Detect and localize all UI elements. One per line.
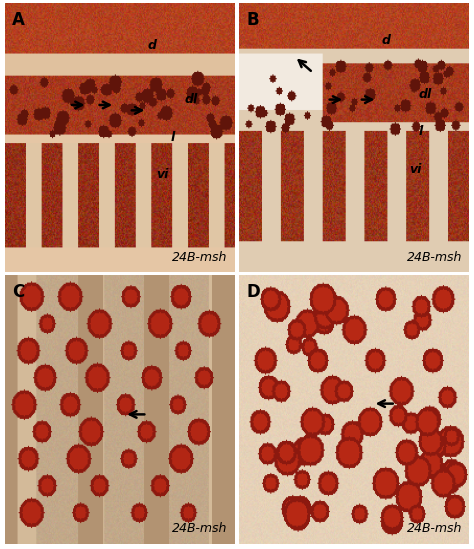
Text: l: l: [170, 131, 174, 144]
Text: 24B-msh: 24B-msh: [173, 523, 228, 535]
Text: d: d: [147, 40, 156, 52]
Text: 24B-msh: 24B-msh: [173, 251, 228, 264]
Text: B: B: [246, 11, 259, 29]
Text: d: d: [382, 34, 391, 47]
Text: dl: dl: [184, 93, 197, 106]
Text: 24B-msh: 24B-msh: [407, 523, 462, 535]
Text: dl: dl: [419, 88, 432, 100]
Text: D: D: [246, 283, 260, 300]
Text: l: l: [419, 125, 423, 138]
Text: A: A: [12, 11, 25, 29]
Text: vi: vi: [156, 169, 169, 181]
Text: C: C: [12, 283, 24, 300]
Text: 24B-msh: 24B-msh: [407, 251, 462, 264]
Text: vi: vi: [410, 163, 422, 176]
